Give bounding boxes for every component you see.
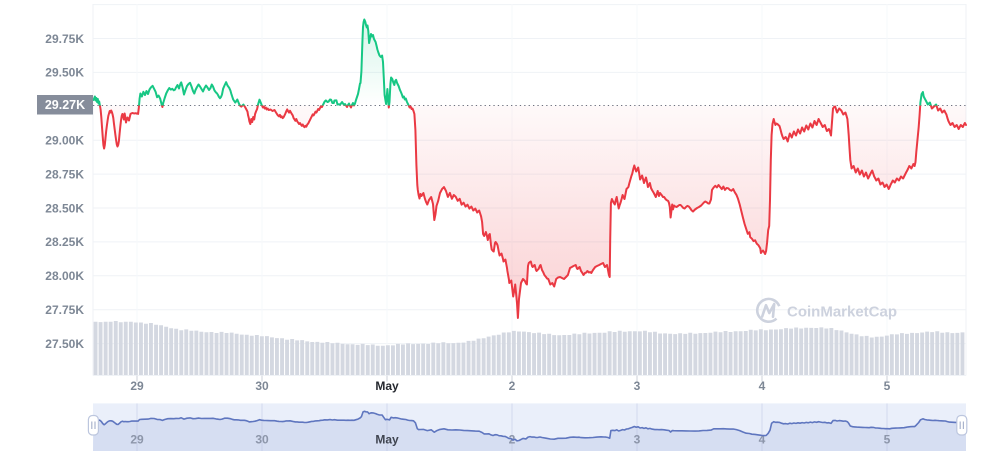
svg-text:3: 3: [634, 433, 641, 447]
svg-text:29.75K: 29.75K: [45, 32, 84, 46]
svg-text:5: 5: [884, 379, 891, 393]
svg-text:29: 29: [130, 433, 144, 447]
svg-text:5: 5: [884, 433, 891, 447]
svg-text:28.00K: 28.00K: [45, 269, 84, 283]
svg-text:3: 3: [634, 379, 641, 393]
svg-text:2: 2: [509, 379, 516, 393]
svg-text:29.00K: 29.00K: [45, 134, 84, 148]
svg-text:4: 4: [759, 433, 766, 447]
svg-text:CoinMarketCap: CoinMarketCap: [787, 304, 897, 321]
svg-text:28.25K: 28.25K: [45, 235, 84, 249]
svg-text:30: 30: [255, 379, 269, 393]
svg-text:28.50K: 28.50K: [45, 201, 84, 215]
svg-text:29.27K: 29.27K: [45, 98, 85, 112]
svg-text:29.50K: 29.50K: [45, 66, 84, 80]
svg-text:4: 4: [759, 379, 766, 393]
svg-text:May: May: [375, 433, 399, 447]
svg-text:May: May: [375, 379, 399, 393]
svg-text:30: 30: [255, 433, 269, 447]
svg-text:27.75K: 27.75K: [45, 303, 84, 317]
svg-text:28.75K: 28.75K: [45, 167, 84, 181]
svg-text:29: 29: [130, 379, 144, 393]
svg-text:27.50K: 27.50K: [45, 337, 84, 351]
